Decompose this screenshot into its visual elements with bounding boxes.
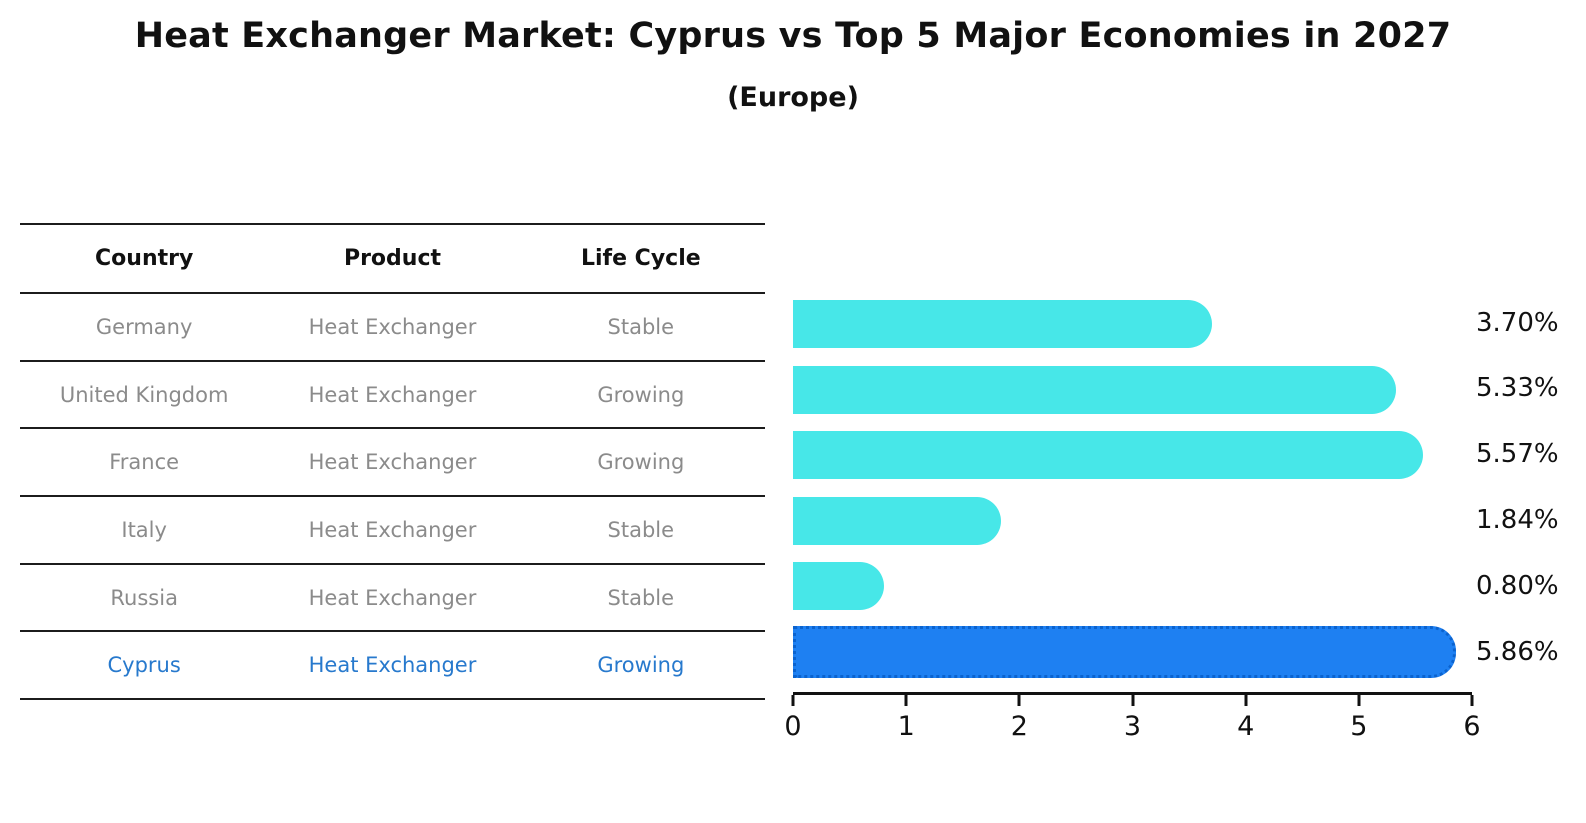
bar-united-kingdom [793, 366, 1397, 414]
table-cell-life-cycle: Growing [597, 382, 685, 407]
table-cell-life-cycle: Stable [607, 314, 675, 339]
bar-row-germany [793, 300, 1472, 348]
bar-row-italy [793, 497, 1472, 545]
table-header-row: Country Product Life Cycle [20, 225, 765, 294]
table-cell-product: Heat Exchanger [308, 517, 477, 542]
x-axis-ticklabel: 0 [784, 711, 802, 742]
bar-cyprus [793, 626, 1457, 678]
bar-italy [793, 497, 1002, 545]
table-row-russia: Russia Heat Exchanger Stable [20, 565, 765, 633]
country-table: Country Product Life Cycle Germany Heat … [20, 223, 765, 701]
x-axis-ticklabel: 5 [1350, 711, 1368, 742]
table-cell-product: Heat Exchanger [308, 585, 477, 610]
x-axis-tick [1017, 695, 1021, 706]
x-axis-ticklabel: 3 [1123, 711, 1142, 742]
value-label-france: 5.57% [1476, 439, 1559, 469]
table-cell-life-cycle: Growing [597, 450, 685, 475]
table-cell-country: Italy [121, 517, 167, 542]
x-axis-ticklabel: 2 [1010, 711, 1028, 742]
table-cell-country: Germany [95, 314, 193, 339]
x-axis-tick [1357, 695, 1361, 706]
value-label-russia: 0.80% [1476, 571, 1559, 601]
x-axis-tick [904, 695, 908, 706]
value-label-cyprus: 5.86% [1476, 637, 1559, 667]
table-row-cyprus: Cyprus Heat Exchanger Growing [20, 632, 765, 701]
table-cell-product: Heat Exchanger [308, 382, 477, 407]
table-cell-country: United Kingdom [59, 382, 229, 407]
bar-france [793, 431, 1424, 479]
table-header-life-cycle: Life Cycle [580, 246, 701, 271]
x-axis-tick [1244, 695, 1248, 706]
table-cell-product: Heat Exchanger [308, 450, 477, 475]
x-axis-tick [1470, 695, 1474, 706]
bar-row-russia [793, 562, 1472, 610]
table-header-product: Product [343, 246, 442, 271]
chart-subtitle: (Europe) [727, 82, 859, 113]
bar-germany [793, 300, 1212, 348]
table-cell-product: Heat Exchanger [308, 314, 477, 339]
table-row-germany: Germany Heat Exchanger Stable [20, 294, 765, 362]
x-axis-ticklabel: 6 [1463, 711, 1481, 742]
x-axis-ticklabel: 4 [1237, 711, 1255, 742]
bar-row-united-kingdom [793, 366, 1472, 414]
table-cell-country: France [109, 450, 180, 475]
table-cell-country: Cyprus [107, 653, 181, 678]
table-cell-life-cycle: Stable [607, 517, 675, 542]
value-label-italy: 1.84% [1476, 505, 1559, 535]
table-row-united-kingdom: United Kingdom Heat Exchanger Growing [20, 362, 765, 430]
chart-title: Heat Exchanger Market: Cyprus vs Top 5 M… [134, 16, 1452, 56]
table-cell-life-cycle: Stable [607, 585, 675, 610]
table-cell-life-cycle: Growing [597, 653, 685, 678]
x-axis: 0 1 2 3 4 5 6 [784, 692, 1481, 742]
x-axis-tick [791, 695, 795, 706]
table-row-france: France Heat Exchanger Growing [20, 429, 765, 498]
table-row-italy: Italy Heat Exchanger Stable [20, 497, 765, 565]
value-label-germany: 3.70% [1476, 308, 1559, 338]
bar-russia [793, 562, 884, 610]
value-label-united-kingdom: 5.33% [1476, 373, 1559, 403]
x-axis-tick [1131, 695, 1134, 706]
bar-row-france [793, 431, 1472, 479]
table-cell-product: Heat Exchanger [308, 653, 477, 678]
x-axis-ticklabel: 1 [897, 711, 915, 742]
table-cell-country: Russia [110, 585, 178, 610]
table-header-country: Country [95, 246, 194, 271]
bar-row-cyprus [793, 626, 1472, 678]
